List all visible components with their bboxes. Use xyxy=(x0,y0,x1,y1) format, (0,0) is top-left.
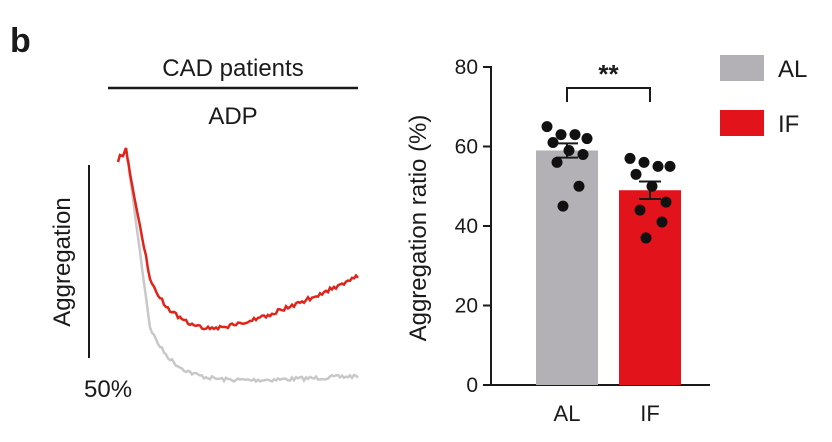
bar-chart: Aggregation ratio (%) 0 20 40 60 80 AL IF ** xyxy=(405,56,710,426)
data-point-al xyxy=(547,137,559,149)
data-point-al xyxy=(581,133,593,145)
trace-header-top: CAD patients xyxy=(162,55,303,82)
data-point-if xyxy=(624,152,636,164)
bar-al xyxy=(536,150,598,385)
y-tick-label: 20 xyxy=(455,295,478,318)
y-ticks: 0 20 40 60 80 xyxy=(455,56,491,397)
significance-bracket: ** xyxy=(566,59,651,102)
data-point-if xyxy=(656,216,668,228)
significance-label: ** xyxy=(598,59,619,89)
trace-if-line xyxy=(116,147,359,332)
data-point-al xyxy=(555,129,567,141)
y-tick-label: 80 xyxy=(455,56,478,79)
y-tick-label: 60 xyxy=(455,136,478,159)
x-category-label: AL xyxy=(554,401,581,426)
trace-scale-label: 50% xyxy=(84,376,132,403)
legend-label: AL xyxy=(778,56,807,83)
data-points xyxy=(541,121,676,244)
trace-header-bottom: ADP xyxy=(208,103,257,130)
bar-if xyxy=(619,190,681,385)
legend-swatch-if xyxy=(720,110,764,136)
data-point-al xyxy=(573,180,585,192)
data-point-if xyxy=(652,160,664,172)
bars xyxy=(536,150,681,385)
data-point-if xyxy=(634,204,646,216)
legend: AL IF xyxy=(720,55,807,138)
data-point-if xyxy=(646,180,658,192)
trace-al-line xyxy=(116,147,359,384)
data-point-al xyxy=(563,144,575,156)
legend-label: IF xyxy=(778,111,799,138)
data-point-if xyxy=(630,168,642,180)
data-point-if xyxy=(640,232,652,244)
trace-y-label: Aggregation xyxy=(49,197,76,326)
x-categories: AL IF xyxy=(554,401,660,426)
y-tick-label: 40 xyxy=(455,215,478,238)
data-point-al xyxy=(557,200,569,212)
trace-panel: CAD patients ADP Aggregation 50% xyxy=(49,55,359,403)
legend-swatch-al xyxy=(720,55,764,81)
data-point-al xyxy=(541,121,553,133)
data-point-al xyxy=(551,156,563,168)
significance-line xyxy=(566,87,651,102)
x-category-label: IF xyxy=(640,401,660,426)
data-point-if xyxy=(660,196,672,208)
data-point-if xyxy=(664,160,676,172)
y-tick-label: 0 xyxy=(466,374,478,397)
y-axis-title: Aggregation ratio (%) xyxy=(405,115,432,342)
data-point-al xyxy=(569,129,581,141)
data-point-if xyxy=(638,156,650,168)
panel-label: b xyxy=(10,22,31,60)
data-point-al xyxy=(577,148,589,160)
